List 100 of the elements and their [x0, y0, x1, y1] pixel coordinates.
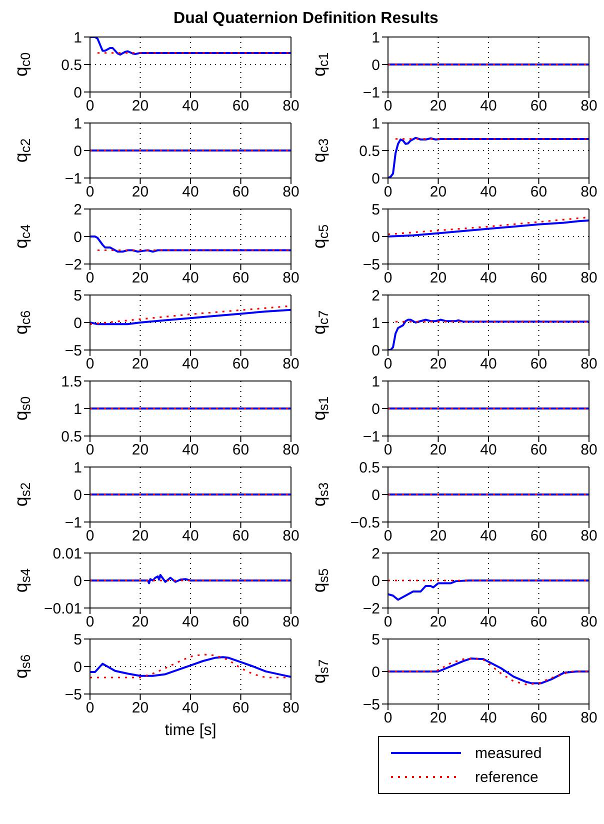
x-tick-label: 20 — [132, 98, 149, 115]
x-tick-label: 0 — [384, 184, 392, 201]
x-tick-label: 40 — [182, 184, 199, 201]
legend-label: reference — [475, 768, 538, 786]
y-tick-label: 1.5 — [61, 373, 82, 390]
x-tick-label: 40 — [480, 270, 497, 287]
y-tick-label: 0 — [74, 314, 82, 332]
y-tick-label: −5 — [362, 256, 380, 274]
x-tick-label: 0 — [86, 442, 94, 459]
x-tick-label: 0 — [384, 614, 392, 631]
x-tick-label: 60 — [232, 356, 250, 373]
y-tick-label: 1 — [372, 314, 380, 332]
x-tick-label: 40 — [182, 442, 199, 459]
x-tick-label: 40 — [480, 98, 497, 115]
x-tick-label: 0 — [384, 356, 392, 373]
x-tick-label: 80 — [580, 614, 598, 631]
x-tick-label: 60 — [530, 98, 548, 115]
x-tick-label: 80 — [282, 98, 300, 115]
x-tick-label: 20 — [132, 442, 149, 459]
y-tick-label: −0.01 — [44, 600, 82, 618]
y-tick-label: 2 — [372, 287, 380, 304]
x-tick-label: 40 — [480, 528, 497, 545]
y-tick-label: −2 — [362, 600, 380, 618]
y-tick-label: 2 — [74, 201, 82, 218]
x-tick-label: 60 — [232, 442, 250, 459]
y-tick-label: 0 — [372, 342, 380, 360]
y-tick-label: 0 — [372, 486, 380, 504]
legend-label: measured — [475, 744, 542, 762]
y-tick-label: 0 — [74, 228, 82, 246]
x-tick-label: 80 — [282, 270, 300, 287]
x-tick-label: 0 — [86, 614, 94, 631]
x-tick-label: 40 — [182, 270, 199, 287]
chart-title: Dual Quaternion Definition Results — [172, 9, 440, 29]
x-tick-label: 60 — [232, 270, 250, 287]
y-tick-label: 1 — [74, 29, 82, 46]
y-tick-label: 1 — [372, 29, 380, 46]
y-tick-label: 0 — [74, 84, 82, 102]
x-tick-label: 20 — [132, 184, 149, 201]
x-tick-label: 40 — [182, 356, 199, 373]
x-tick-label: 60 — [530, 528, 548, 545]
y-tick-label: −1 — [362, 84, 380, 102]
x-tick-label: 40 — [182, 700, 199, 717]
x-tick-label: 60 — [232, 614, 250, 631]
x-tick-label: 20 — [132, 528, 149, 545]
x-axis-title: time [s] — [164, 722, 216, 739]
y-tick-label: 0 — [372, 170, 380, 188]
y-tick-label: 2 — [372, 545, 380, 562]
x-tick-label: 0 — [384, 710, 392, 727]
x-tick-label: 80 — [282, 528, 300, 545]
x-tick-label: 60 — [530, 442, 548, 459]
x-tick-label: 80 — [580, 98, 598, 115]
x-tick-label: 60 — [232, 528, 250, 545]
y-tick-label: 0 — [372, 56, 380, 74]
y-tick-label: 0 — [372, 228, 380, 246]
line-series — [90, 308, 291, 326]
x-tick-label: 80 — [580, 528, 598, 545]
x-tick-label: 80 — [282, 614, 300, 631]
x-tick-label: 20 — [132, 270, 149, 287]
x-tick-label: 20 — [132, 356, 149, 373]
y-tick-label: −1 — [362, 428, 380, 446]
y-tick-label: 0 — [372, 572, 380, 590]
x-tick-label: 60 — [232, 700, 250, 717]
y-tick-label: 0 — [372, 400, 380, 418]
y-tick-label: 0 — [74, 486, 82, 504]
y-tick-label: −1 — [64, 170, 82, 188]
x-tick-label: 80 — [282, 442, 300, 459]
x-tick-label: 40 — [182, 614, 199, 631]
x-tick-label: 0 — [384, 98, 392, 115]
y-tick-label: −5 — [362, 696, 380, 714]
x-tick-label: 0 — [384, 270, 392, 287]
y-tick-label: 5 — [74, 631, 82, 648]
x-tick-label: 80 — [580, 710, 598, 727]
x-tick-label: 80 — [282, 184, 300, 201]
x-tick-label: 40 — [480, 442, 497, 459]
x-tick-label: 60 — [530, 710, 548, 727]
x-tick-label: 0 — [86, 356, 94, 373]
y-tick-label: −2 — [64, 256, 82, 274]
x-tick-label: 20 — [430, 98, 447, 115]
x-tick-label: 60 — [530, 614, 548, 631]
line-series — [90, 236, 291, 253]
x-tick-label: 40 — [182, 528, 199, 545]
y-tick-label: 0.5 — [359, 142, 380, 160]
y-tick-label: 1 — [74, 115, 82, 132]
x-tick-label: 20 — [132, 700, 149, 717]
x-tick-label: 0 — [86, 98, 94, 115]
y-tick-label: 0 — [74, 142, 82, 160]
x-tick-label: 60 — [232, 184, 250, 201]
x-tick-label: 0 — [86, 270, 94, 287]
x-tick-label: 20 — [430, 184, 447, 201]
x-tick-label: 20 — [430, 356, 447, 373]
y-tick-label: −0.5 — [350, 514, 380, 532]
x-tick-label: 40 — [480, 710, 497, 727]
y-tick-label: 0 — [74, 658, 82, 676]
x-tick-label: 20 — [430, 710, 447, 727]
x-tick-label: 60 — [232, 98, 250, 115]
y-tick-label: 5 — [372, 631, 380, 648]
y-tick-label: −5 — [64, 686, 82, 704]
x-tick-label: 80 — [580, 270, 598, 287]
y-tick-label: 1 — [372, 373, 380, 390]
x-tick-label: 20 — [430, 270, 447, 287]
